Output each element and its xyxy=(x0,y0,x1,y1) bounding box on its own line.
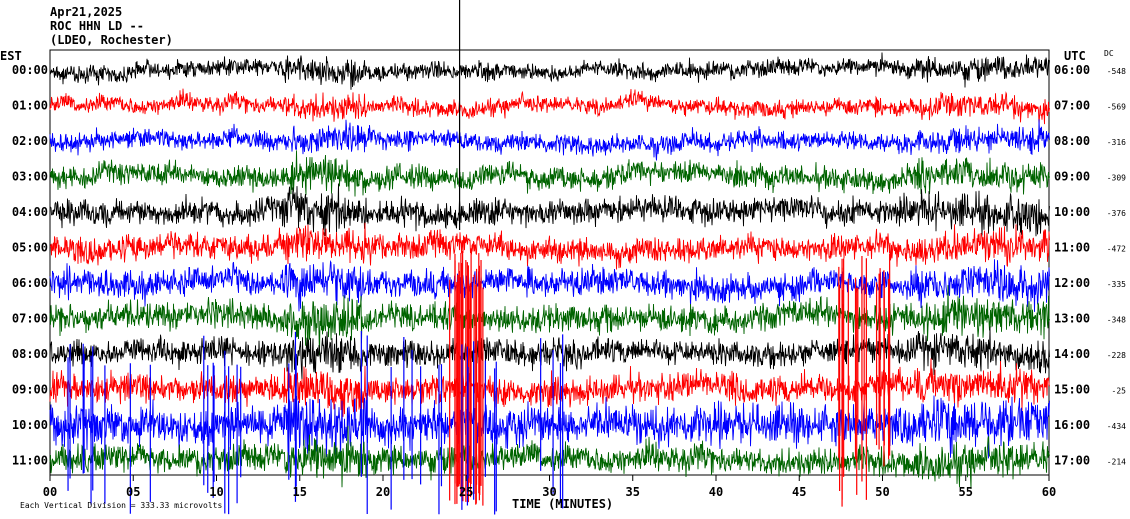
dc-value-2: -316 xyxy=(1107,138,1126,147)
trace-row-1000 xyxy=(49,390,1050,466)
dc-value-5: -472 xyxy=(1107,245,1126,254)
x-axis-label: TIME (MINUTES) xyxy=(512,497,613,511)
x-tick-label-35: 35 xyxy=(626,485,640,499)
dc-value-9: -25 xyxy=(1112,387,1127,396)
trace-row-0800 xyxy=(49,326,1050,380)
station-network: (LDEO, Rochester) xyxy=(50,33,173,47)
est-label-6: 06:00 xyxy=(12,276,48,290)
x-tick-label-05: 05 xyxy=(126,485,140,499)
utc-label-10: 16:00 xyxy=(1054,418,1090,432)
est-label-11: 11:00 xyxy=(12,454,48,468)
utc-label-4: 10:00 xyxy=(1054,205,1090,219)
station-code: ROC HHN LD -- xyxy=(50,19,144,33)
x-tick-label-30: 30 xyxy=(542,485,556,499)
trace-row-0000 xyxy=(49,52,1050,90)
x-tick-label-60: 60 xyxy=(1042,485,1056,499)
est-label-4: 04:00 xyxy=(12,205,48,219)
plot-date: Apr21,2025 xyxy=(50,5,123,19)
x-tick-label-55: 55 xyxy=(959,485,973,499)
x-tick-label-20: 20 xyxy=(376,485,390,499)
trace-row-0200 xyxy=(49,119,1050,161)
footer-note: Each Vertical Division = 333.33 microvol… xyxy=(20,501,222,510)
trace-row-0100 xyxy=(49,88,1050,125)
trace-row-0700 xyxy=(49,285,1050,356)
utc-label-5: 11:00 xyxy=(1054,241,1090,255)
trace-row-0500 xyxy=(49,222,1050,270)
dc-value-7: -348 xyxy=(1107,316,1126,325)
x-tick-label-00: 00 xyxy=(43,485,57,499)
utc-label-1: 07:00 xyxy=(1054,99,1090,113)
x-tick-label-15: 15 xyxy=(293,485,307,499)
est-label-10: 10:00 xyxy=(12,418,48,432)
trace-group xyxy=(49,52,1050,490)
utc-label-2: 08:00 xyxy=(1054,134,1090,148)
utc-label-8: 14:00 xyxy=(1054,347,1090,361)
trace-row-0600 xyxy=(49,259,1050,312)
est-label-1: 01:00 xyxy=(12,99,48,113)
trace-row-0400 xyxy=(49,183,1050,237)
trace-row-0900 xyxy=(49,358,1050,417)
utc-label-3: 09:00 xyxy=(1054,170,1090,184)
dc-value-3: -309 xyxy=(1107,174,1126,183)
dc-value-10: -434 xyxy=(1107,422,1126,431)
dc-value-0: -548 xyxy=(1107,67,1126,76)
utc-label-0: 06:00 xyxy=(1054,63,1090,77)
est-label-9: 09:00 xyxy=(12,383,48,397)
est-label-3: 03:00 xyxy=(12,170,48,184)
x-tick-label-45: 45 xyxy=(792,485,806,499)
utc-label-6: 12:00 xyxy=(1054,276,1090,290)
est-label-8: 08:00 xyxy=(12,347,48,361)
trace-row-1100 xyxy=(49,425,1050,490)
dc-value-4: -376 xyxy=(1107,209,1126,218)
utc-label-7: 13:00 xyxy=(1054,312,1090,326)
trace-row-0300 xyxy=(49,150,1050,197)
utc-label-11: 17:00 xyxy=(1054,454,1090,468)
dc-value-11: -214 xyxy=(1107,458,1126,467)
est-label-5: 05:00 xyxy=(12,241,48,255)
left-axis-label: EST xyxy=(0,49,22,63)
x-tick-label-25: 25 xyxy=(459,485,473,499)
row-labels: 00:00 06:00 -548 01:00 07:00 -569 02:00 08:00 -3… xyxy=(12,63,1126,468)
right-axis-label: UTC xyxy=(1064,49,1086,63)
dc-label: DC xyxy=(1104,49,1114,58)
x-axis-ticks: 00 05 10 15 20 25 30 35 40 45 50 55 60 xyxy=(43,475,1056,499)
est-label-2: 02:00 xyxy=(12,134,48,148)
dc-value-6: -335 xyxy=(1107,280,1126,289)
event-spikes xyxy=(67,0,891,515)
utc-label-9: 15:00 xyxy=(1054,383,1090,397)
x-tick-label-40: 40 xyxy=(709,485,723,499)
est-label-7: 07:00 xyxy=(12,312,48,326)
dc-value-1: -569 xyxy=(1107,103,1126,112)
x-tick-label-50: 50 xyxy=(875,485,889,499)
est-label-0: 00:00 xyxy=(12,63,48,77)
dc-value-8: -228 xyxy=(1107,351,1126,360)
x-tick-label-10: 10 xyxy=(209,485,223,499)
